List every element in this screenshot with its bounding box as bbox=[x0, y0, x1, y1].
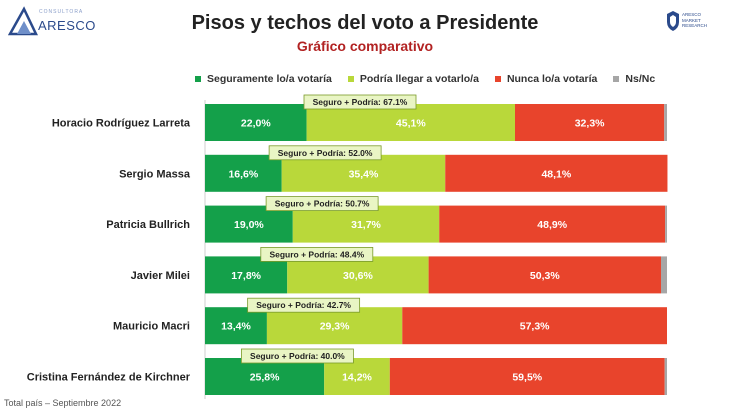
bar-value-label: 16,6% bbox=[228, 168, 258, 180]
shield-seal-icon bbox=[667, 11, 679, 31]
bar-value-label: 48,1% bbox=[541, 168, 571, 180]
bar-value-label: 30,6% bbox=[343, 270, 373, 282]
chart-legend: Seguramente lo/a votaría Podría llegar a… bbox=[195, 72, 671, 86]
bar-segment-nsnc bbox=[664, 104, 667, 141]
bar-segment-podria bbox=[324, 358, 390, 395]
legend-label-nsnc: Ns/Nc bbox=[625, 73, 656, 85]
bar-segment-nunca bbox=[402, 307, 667, 345]
legend-item-nsnc: Ns/Nc bbox=[613, 73, 655, 85]
bar-segment-seguramente bbox=[205, 104, 307, 141]
bar-segment-podria bbox=[292, 205, 440, 243]
bar-value-label: 22,0% bbox=[241, 118, 271, 130]
legend-swatch-nunca bbox=[494, 76, 501, 82]
category-label: Patricia Bullrich bbox=[106, 219, 190, 231]
seal-text: ARESCO MARKET RESEARCH bbox=[682, 12, 708, 28]
bar-segment-nunca bbox=[439, 205, 666, 243]
bar-segment-seguramente bbox=[205, 256, 288, 294]
seguro-podria-callout-label: Seguro + Podría: 40.0% bbox=[250, 351, 345, 361]
legend-swatch-seguramente bbox=[195, 76, 201, 82]
legend-label-podria: Podría llegar a votarlo/a bbox=[359, 73, 479, 85]
bar-value-label: 17,8% bbox=[231, 270, 261, 282]
bar-value-label: 48,9% bbox=[537, 219, 567, 231]
seguro-podria-callout-label: Seguro + Podría: 42.7% bbox=[256, 300, 351, 310]
logo-small-text: CONSULTORA bbox=[39, 9, 84, 15]
bar-segment-seguramente bbox=[205, 358, 325, 395]
logo-name: ARESCO bbox=[38, 18, 96, 33]
bar-segment-nsnc bbox=[664, 358, 667, 395]
category-label: Horacio Rodríguez Larreta bbox=[52, 118, 191, 130]
bar-segment-podria bbox=[287, 256, 429, 294]
legend-label-seguramente: Seguramente lo/a votaría bbox=[207, 73, 332, 85]
bar-segment-seguramente bbox=[205, 307, 267, 345]
category-label: Cristina Fernández de Kirchner bbox=[27, 372, 191, 384]
bar-segment-seguramente bbox=[205, 154, 282, 192]
bar-value-label: 29,3% bbox=[320, 321, 350, 333]
seguro-podria-callout-label: Seguro + Podría: 52.0% bbox=[278, 148, 373, 158]
bar-value-label: 59,5% bbox=[512, 372, 542, 384]
category-label: Sergio Massa bbox=[119, 168, 191, 180]
legend-swatch-podria bbox=[347, 76, 354, 82]
seguro-podria-callout-label: Seguro + Podría: 67.1% bbox=[313, 97, 408, 107]
bar-value-label: 14,2% bbox=[342, 372, 372, 384]
chart-title: Pisos y techos del voto a Presidente bbox=[191, 12, 539, 34]
bar-segment-nunca bbox=[389, 358, 665, 395]
seguro-podria-callout-label: Seguro + Podría: 50.7% bbox=[275, 199, 370, 209]
bar-value-label: 57,3% bbox=[520, 321, 550, 333]
bar-value-label: 13,4% bbox=[221, 321, 251, 333]
legend-item-podria: Podría llegar a votarlo/a bbox=[347, 73, 479, 85]
bar-segment-nunca bbox=[445, 154, 668, 192]
seguro-podria-callout-box bbox=[265, 196, 379, 212]
bar-segment-nsnc bbox=[660, 256, 667, 294]
seguro-podria-callout-label: Seguro + Podría: 48.4% bbox=[269, 249, 364, 259]
seguro-podria-callout-box bbox=[260, 246, 374, 262]
bar-segment-podria bbox=[306, 104, 516, 141]
bar-value-label: 35,4% bbox=[349, 168, 379, 180]
triangle-logo-icon bbox=[7, 6, 38, 36]
legend-swatch-nsnc bbox=[613, 76, 620, 82]
footnote: Total país – Septiembre 2022 bbox=[4, 398, 122, 408]
bar-segment-nsnc bbox=[665, 205, 667, 243]
category-label: Mauricio Macri bbox=[113, 321, 190, 333]
bar-value-label: 32,3% bbox=[575, 118, 605, 130]
seguro-podria-callout-box bbox=[247, 297, 361, 313]
category-label: Javier Milei bbox=[131, 270, 190, 282]
bar-value-label: 31,7% bbox=[351, 219, 381, 231]
seguro-podria-callout-box bbox=[268, 145, 382, 161]
bar-value-label: 19,0% bbox=[234, 219, 264, 231]
bar-segment-seguramente bbox=[205, 205, 293, 243]
bar-segment-podria bbox=[266, 307, 403, 345]
seguro-podria-callout-box bbox=[240, 348, 354, 364]
bar-value-label: 50,3% bbox=[530, 270, 560, 282]
bar-segment-nunca bbox=[515, 104, 665, 141]
legend-item-seguramente: Seguramente lo/a votaría bbox=[195, 73, 332, 85]
aresco-seal-logo: ARESCO MARKET RESEARCH bbox=[666, 6, 726, 38]
legend-label-nunca: Nunca lo/a votaría bbox=[506, 73, 598, 85]
bar-value-label: 45,1% bbox=[396, 118, 426, 130]
chart-subtitle: Gráfico comparativo bbox=[296, 38, 434, 54]
aresco-logo: CONSULTORA ARESCO bbox=[7, 6, 98, 38]
bar-segment-nunca bbox=[428, 256, 661, 294]
bar-segment-podria bbox=[281, 154, 446, 192]
seguro-podria-callout-box bbox=[303, 94, 417, 110]
legend-item-nunca: Nunca lo/a votaría bbox=[494, 73, 598, 85]
bar-value-label: 25,8% bbox=[250, 372, 280, 384]
